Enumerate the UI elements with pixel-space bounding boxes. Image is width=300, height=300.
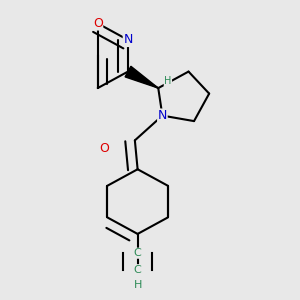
Text: C: C [134, 248, 142, 258]
Text: O: O [100, 142, 110, 155]
Text: C: C [134, 265, 142, 275]
Text: N: N [158, 109, 167, 122]
Text: H: H [134, 280, 142, 290]
Text: O: O [93, 17, 103, 30]
Text: N: N [123, 33, 133, 46]
Text: H: H [164, 76, 172, 86]
Polygon shape [125, 66, 158, 88]
